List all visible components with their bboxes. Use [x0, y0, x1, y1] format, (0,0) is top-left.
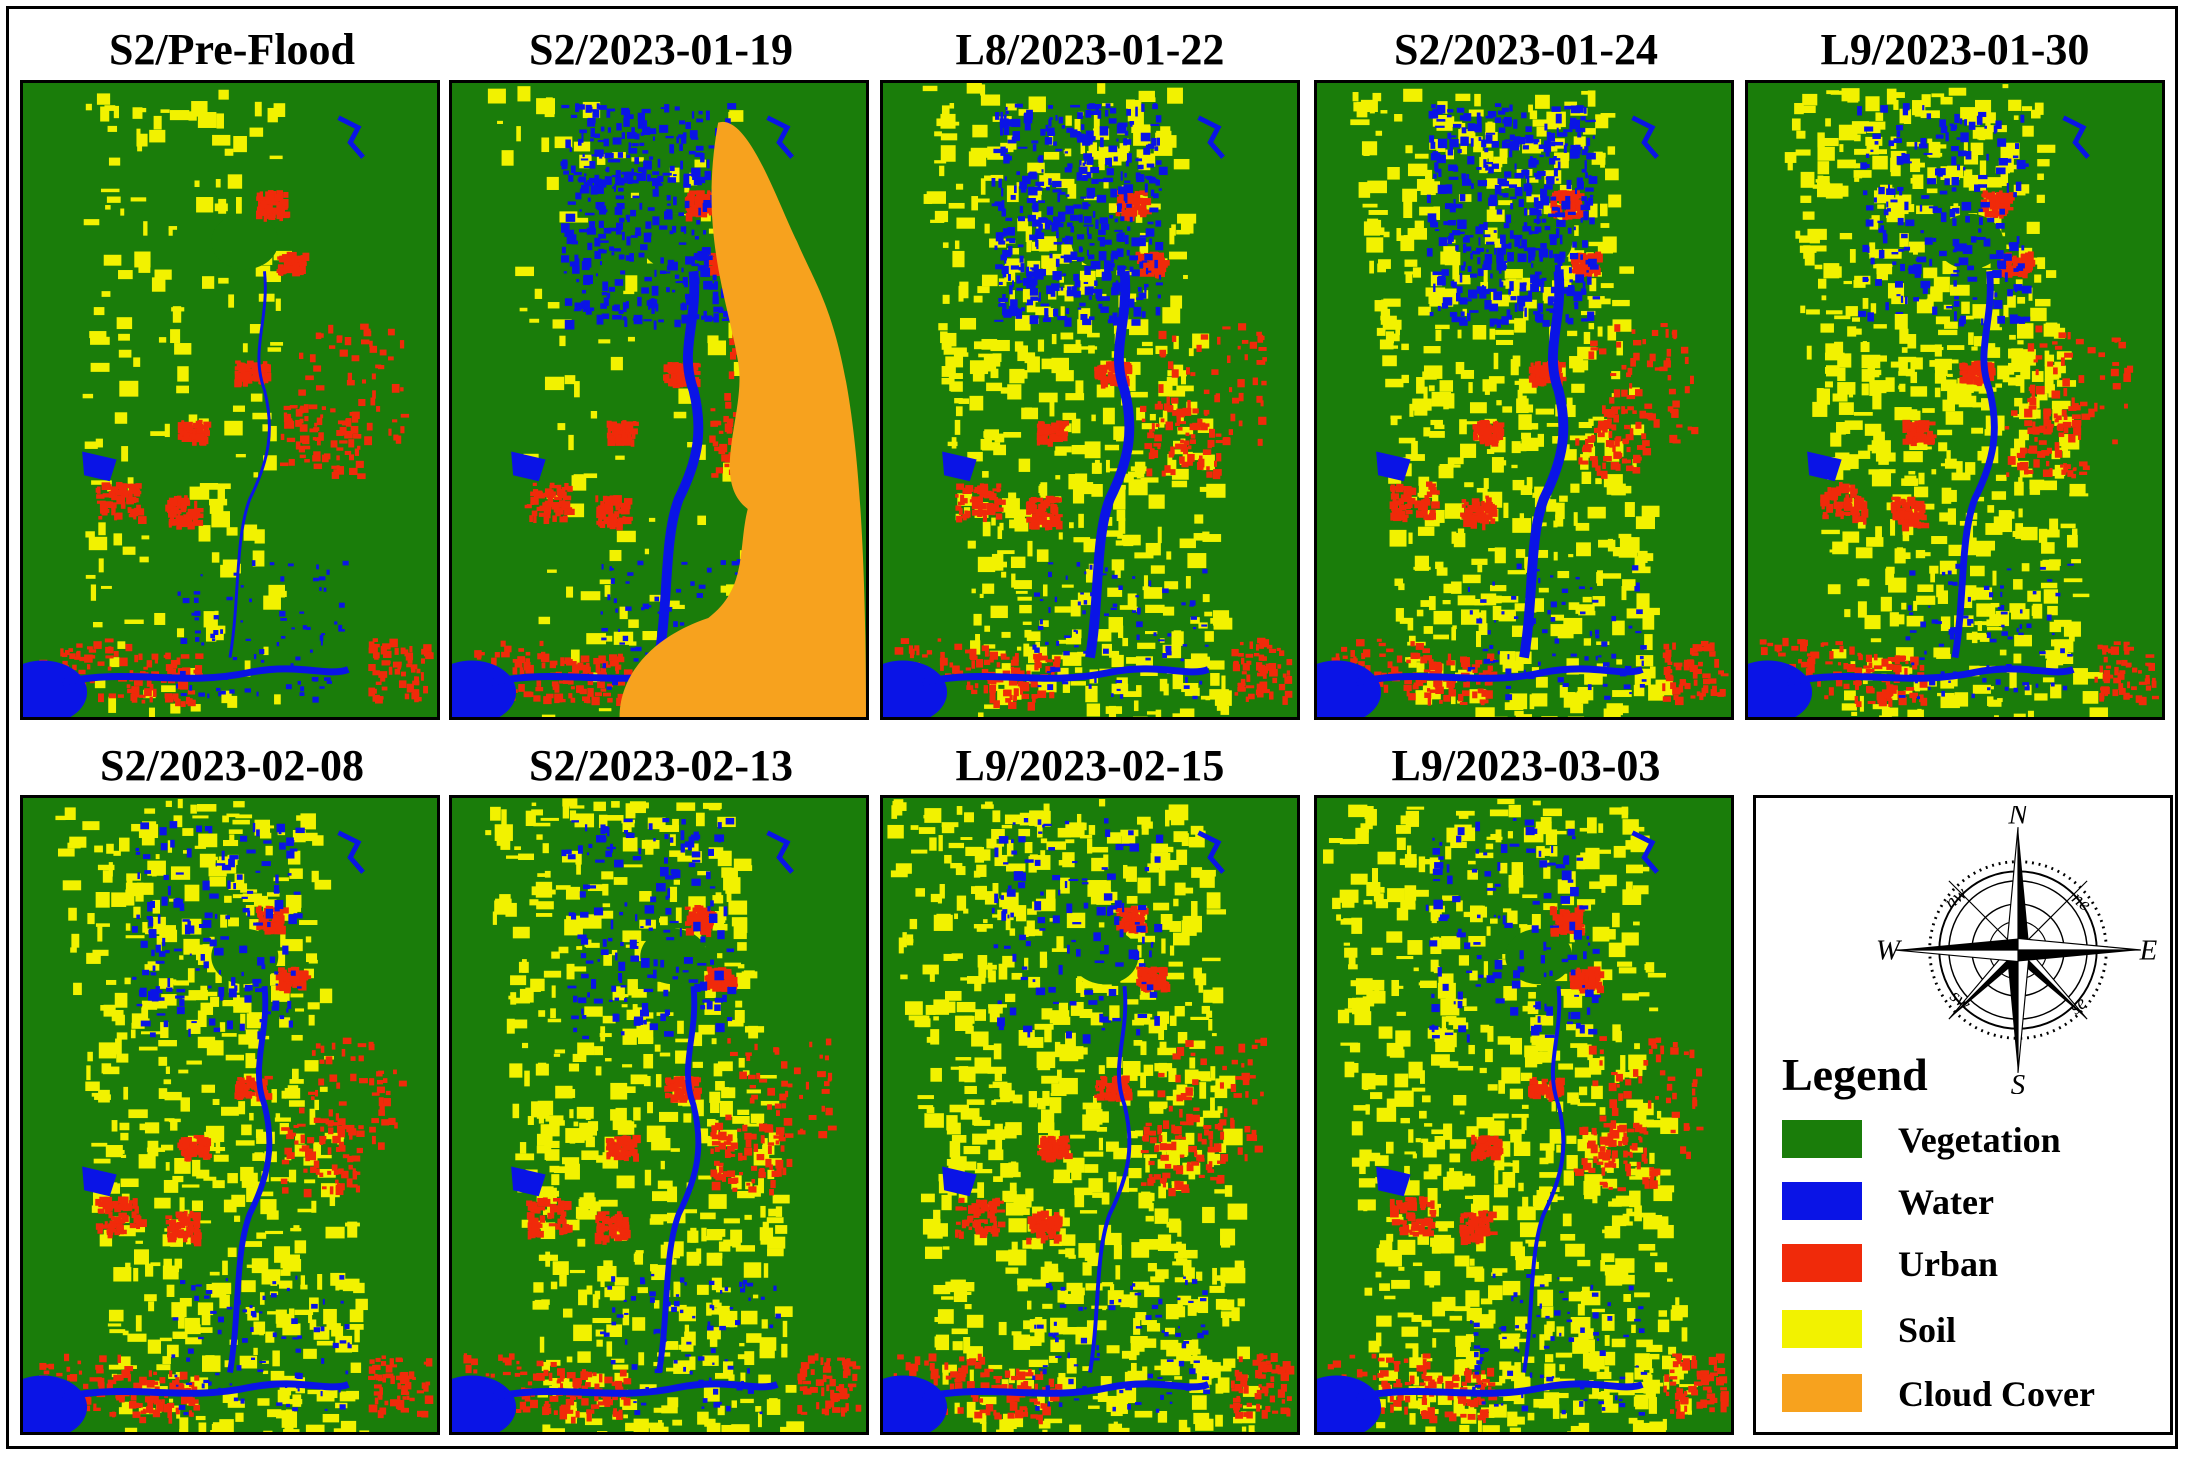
legend-swatch-soil [1782, 1310, 1862, 1348]
compass-e-label: E [2139, 935, 2158, 967]
map-panel-5 [1745, 80, 2165, 720]
legend-swatch-urban [1782, 1244, 1862, 1282]
map-panel-4 [1314, 80, 1734, 720]
panel-title-1: S2/Pre-Flood [108, 25, 356, 74]
map-panel-1 [20, 80, 440, 720]
legend-swatch-vegetation [1782, 1120, 1862, 1158]
map-panel-6 [20, 795, 440, 1435]
legend-swatch-cloud-cover [1782, 1374, 1862, 1412]
legend-label-cloud-cover: Cloud Cover [1898, 1374, 2095, 1414]
panel-title-8: L9/2023-02-15 [955, 741, 1225, 790]
panel-title-6: S2/2023-02-08 [100, 741, 364, 790]
legend-label-water: Water [1898, 1182, 1994, 1222]
legend-swatch-water [1782, 1182, 1862, 1220]
compass-n-label: N [2007, 806, 2029, 830]
map-panel-8 [880, 795, 1300, 1435]
compass-rose-icon: N S E W ne nw se sw [1876, 806, 2158, 1094]
compass-s-label: S [2011, 1069, 2025, 1094]
legend-label-urban: Urban [1898, 1244, 1999, 1284]
legend-box: N S E W ne nw se sw Legend Vegetation Wa… [1753, 795, 2173, 1435]
panel-title-9: L9/2023-03-03 [1391, 741, 1661, 790]
map-panel-2 [449, 80, 869, 720]
panel-title-5: L9/2023-01-30 [1820, 25, 2090, 74]
panel-title-4: S2/2023-01-24 [1394, 25, 1658, 74]
legend-title: Legend [1782, 1049, 1928, 1100]
compass-nw-label: nw [1941, 883, 1972, 914]
panel-title-3: L8/2023-01-22 [955, 25, 1225, 74]
map-panel-9 [1314, 795, 1734, 1435]
figure-frame [6, 6, 2178, 1449]
compass-w-label: W [1876, 935, 1903, 967]
panel-title-2: S2/2023-01-19 [529, 25, 793, 74]
map-panel-7 [449, 795, 869, 1435]
legend-label-soil: Soil [1898, 1310, 1957, 1350]
map-panel-3 [880, 80, 1300, 720]
legend-label-vegetation: Vegetation [1898, 1120, 2061, 1160]
panel-title-7: S2/2023-02-13 [529, 741, 793, 790]
